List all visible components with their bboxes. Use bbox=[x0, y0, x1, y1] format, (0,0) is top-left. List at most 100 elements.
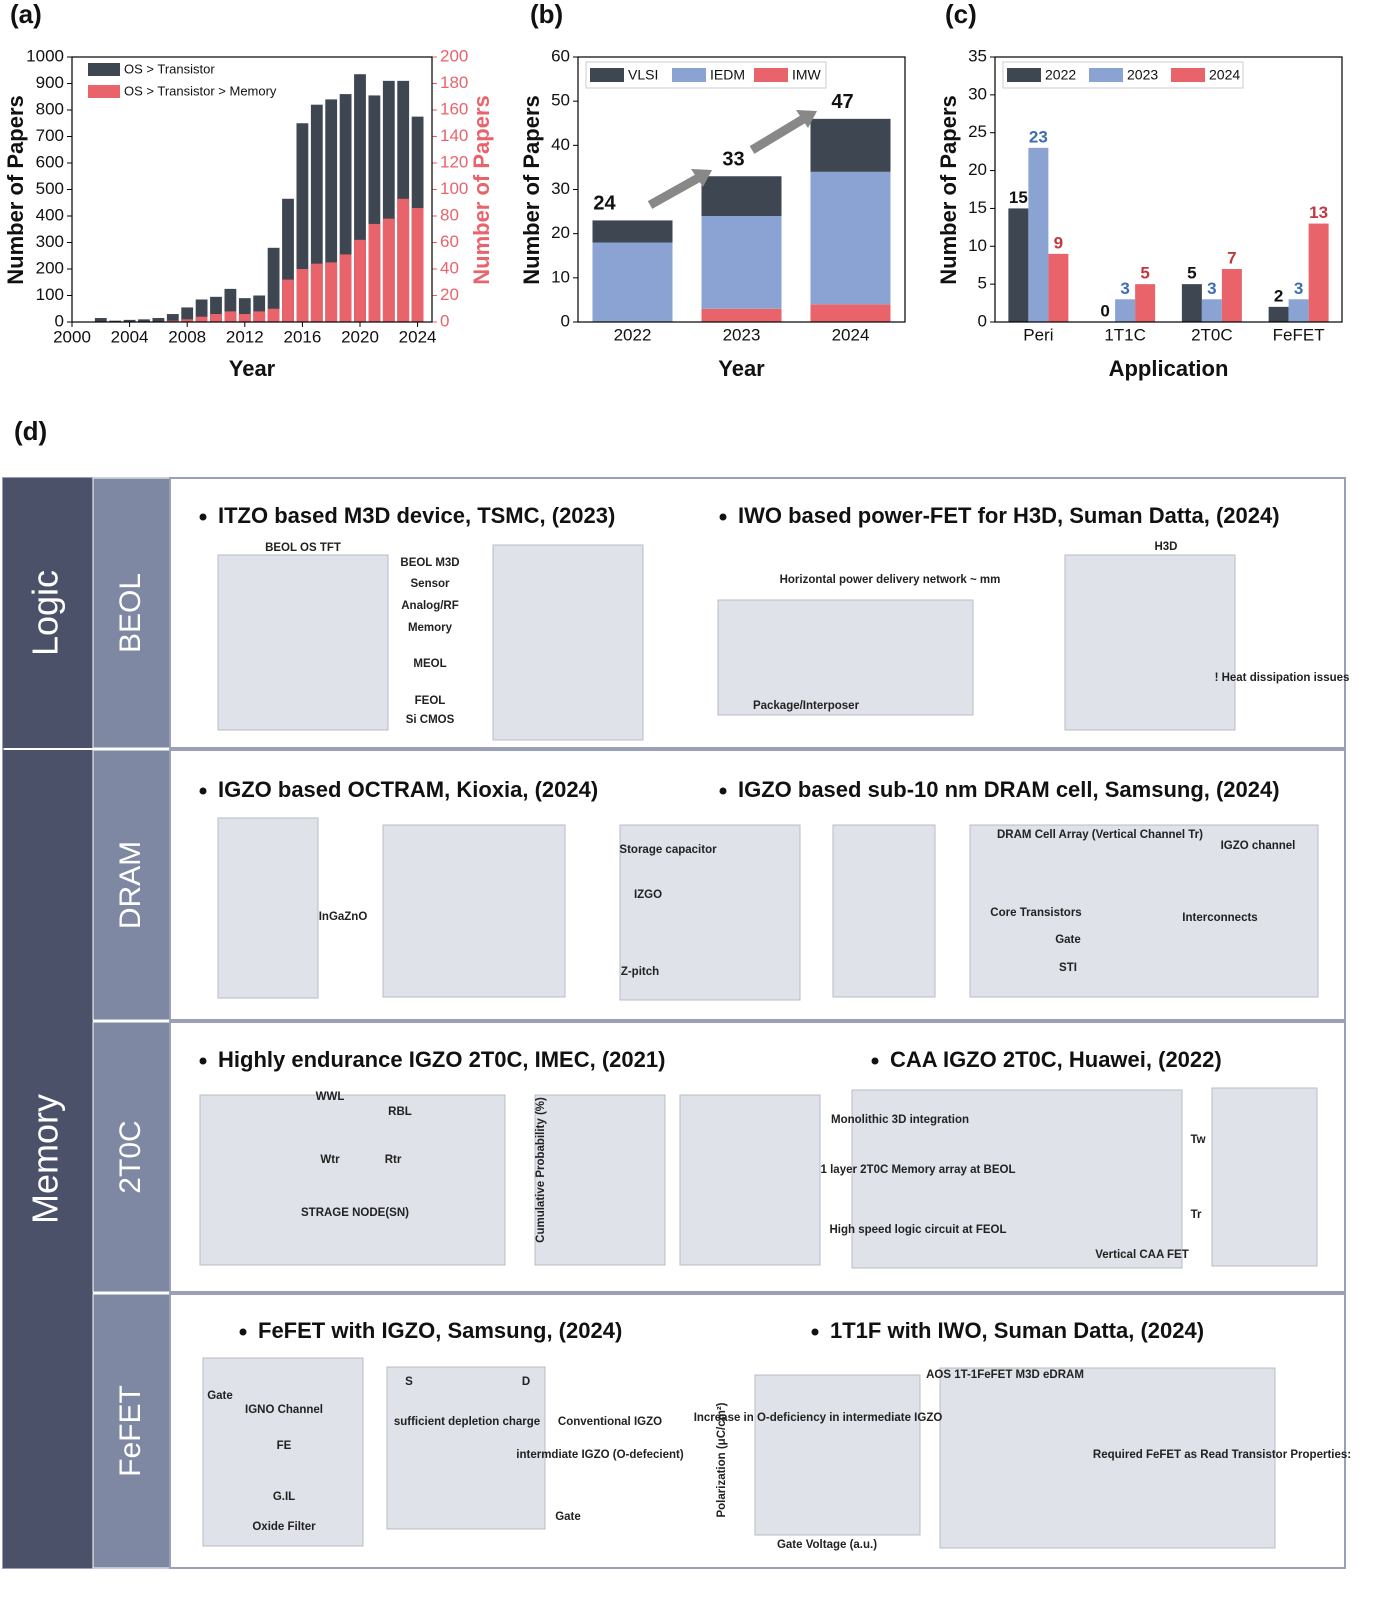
panel-title: IWO based power-FET for H3D, Suman Datta… bbox=[738, 503, 1280, 528]
row-content bbox=[169, 1293, 1346, 1569]
group-name: Logic bbox=[25, 570, 66, 656]
value-label: 5 bbox=[1140, 264, 1149, 283]
panel-label: (a) bbox=[10, 0, 42, 29]
bar bbox=[368, 95, 381, 322]
value-label: 2 bbox=[1274, 286, 1283, 305]
image-label: MEOL bbox=[413, 658, 446, 670]
x-tick-label: FeFET bbox=[1273, 325, 1325, 344]
image-label: D bbox=[522, 1376, 530, 1388]
panel-title: IGZO based OCTRAM, Kioxia, (2024) bbox=[218, 777, 598, 802]
y-axis-label: Number of Papers bbox=[3, 95, 28, 285]
bar bbox=[411, 208, 424, 322]
legend-label: IEDM bbox=[710, 67, 745, 83]
y-tick-label: 5 bbox=[978, 274, 987, 293]
image-label: IGZO channel bbox=[1221, 840, 1296, 852]
y-tick-label: 700 bbox=[36, 126, 64, 145]
bar bbox=[253, 295, 266, 322]
bar-segment bbox=[701, 216, 782, 309]
bar bbox=[253, 311, 266, 322]
image-placeholder bbox=[386, 1366, 546, 1530]
y-tick-label: 600 bbox=[36, 152, 64, 171]
plot-frame bbox=[577, 56, 906, 323]
y2-tick-label: 60 bbox=[440, 232, 459, 251]
row-name: DRAM bbox=[114, 841, 147, 929]
y-tick-label: 800 bbox=[36, 99, 64, 118]
y-tick-label: 0 bbox=[978, 311, 987, 330]
image-label: Gate Voltage (a.u.) bbox=[777, 1539, 877, 1551]
bar bbox=[310, 263, 323, 322]
image-label: 1 layer 2T0C Memory array at BEOL bbox=[821, 1164, 1016, 1176]
legend-swatch bbox=[1171, 68, 1205, 82]
bar bbox=[1288, 299, 1309, 322]
bar-segment bbox=[810, 118, 891, 172]
y-tick-label: 10 bbox=[551, 267, 570, 286]
image-placeholder bbox=[754, 1374, 921, 1536]
bar bbox=[1028, 147, 1049, 322]
image-label: WWL bbox=[316, 1091, 345, 1103]
y2-tick-label: 40 bbox=[440, 258, 459, 277]
bar bbox=[310, 104, 323, 322]
legend-swatch bbox=[1089, 68, 1123, 82]
x-tick-label: 2020 bbox=[341, 327, 379, 346]
image-placeholder bbox=[939, 1367, 1276, 1549]
image-label: H3D bbox=[1154, 541, 1177, 553]
image-label: Si CMOS bbox=[406, 714, 455, 726]
bar bbox=[94, 318, 107, 322]
row-content bbox=[169, 1021, 1346, 1293]
bar bbox=[325, 262, 338, 322]
bar bbox=[152, 318, 165, 322]
x-axis-label: Year bbox=[718, 356, 765, 381]
row-cell bbox=[92, 749, 171, 1021]
value-label: 3 bbox=[1294, 279, 1303, 298]
bar-segment bbox=[810, 171, 891, 305]
bar-segment bbox=[701, 176, 782, 216]
image-label: Storage capacitor bbox=[619, 844, 717, 856]
x-tick-label: 2004 bbox=[111, 327, 149, 346]
image-label: Increase in O-deficiency in intermediate… bbox=[694, 1412, 943, 1424]
image-placeholder bbox=[199, 1094, 506, 1266]
y-tick-label: 30 bbox=[968, 84, 987, 103]
image-label: BEOL M3D bbox=[400, 557, 459, 569]
image-label: STI bbox=[1059, 962, 1077, 974]
image-label: Vertical CAA FET bbox=[1095, 1249, 1189, 1261]
bar bbox=[123, 319, 136, 322]
bar bbox=[238, 314, 251, 322]
legend-swatch bbox=[1007, 68, 1041, 82]
x-axis-label: Application bbox=[1109, 356, 1229, 381]
bar bbox=[1181, 284, 1202, 322]
bar bbox=[368, 223, 381, 322]
x-tick-label: 2T0C bbox=[1191, 325, 1233, 344]
y-tick-label: 400 bbox=[36, 205, 64, 224]
bullet bbox=[871, 1057, 879, 1065]
y-tick-label: 20 bbox=[968, 160, 987, 179]
bar bbox=[296, 123, 309, 322]
trend-arrow-head bbox=[691, 169, 712, 187]
panel-label: (b) bbox=[530, 0, 563, 29]
y-tick-label: 1000 bbox=[26, 46, 64, 65]
image-label: Conventional IGZO bbox=[558, 1416, 662, 1428]
y2-tick-label: 200 bbox=[440, 46, 468, 65]
legend-swatch bbox=[590, 68, 624, 82]
image-label: Sensor bbox=[411, 578, 451, 590]
legend-swatch bbox=[88, 85, 120, 98]
bar bbox=[354, 74, 366, 322]
bar bbox=[1308, 223, 1329, 322]
image-placeholder bbox=[619, 824, 801, 1001]
y-tick-label: 20 bbox=[551, 223, 570, 242]
bar bbox=[1008, 208, 1029, 322]
bar bbox=[238, 298, 251, 322]
image-placeholder bbox=[851, 1089, 1183, 1269]
image-label: S bbox=[405, 1376, 413, 1388]
row-name: 2T0C bbox=[114, 1120, 147, 1193]
trend-arrow-head bbox=[796, 110, 817, 128]
image-label: FE bbox=[277, 1440, 292, 1452]
image-placeholder bbox=[202, 1357, 364, 1547]
y-tick-label: 15 bbox=[968, 198, 987, 217]
image-placeholder bbox=[679, 1094, 821, 1266]
image-label: IZGO bbox=[634, 889, 662, 901]
image-label: Cumulative Probability (%) bbox=[535, 1097, 547, 1243]
bar bbox=[382, 80, 395, 322]
total-label: 47 bbox=[831, 91, 853, 113]
bar bbox=[339, 94, 352, 322]
image-label: High speed logic circuit at FEOL bbox=[830, 1224, 1007, 1236]
